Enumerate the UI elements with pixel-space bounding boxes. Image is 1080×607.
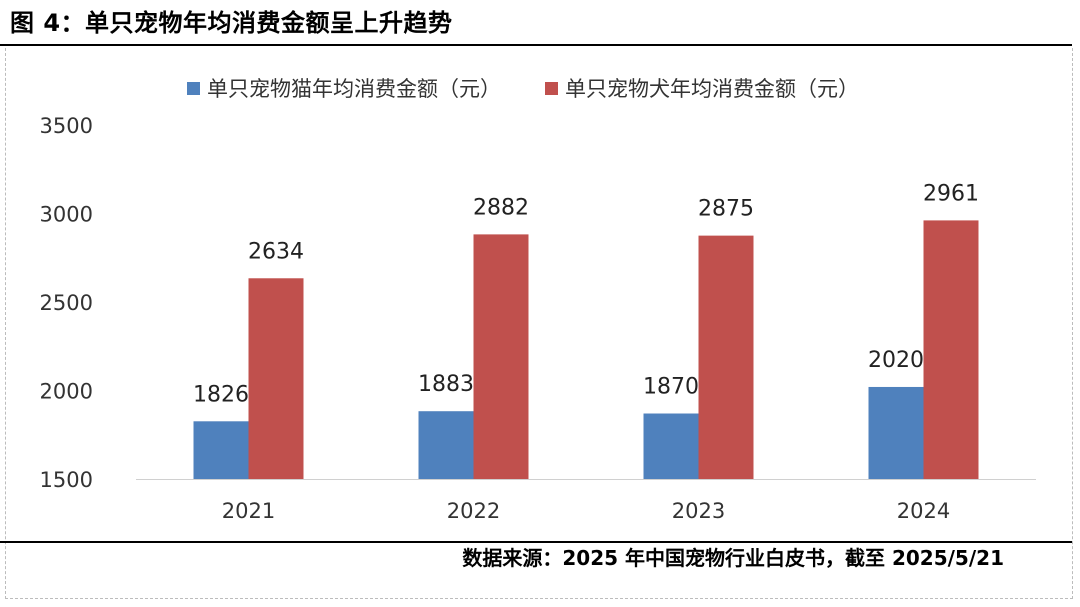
dog-bar-2021 <box>248 278 304 479</box>
data-label: 2875 <box>698 197 754 222</box>
y-tick-label: 2000 <box>40 380 93 404</box>
y-tick-label: 2500 <box>40 291 93 315</box>
cat-bar-2022 <box>418 411 474 479</box>
x-tick-label: 2021 <box>222 499 275 523</box>
data-label: 2020 <box>868 348 924 373</box>
data-label: 2882 <box>473 195 529 220</box>
dog-bar-2022 <box>473 234 529 479</box>
data-label: 1826 <box>193 382 249 407</box>
y-tick-label: 3500 <box>40 114 93 138</box>
title-rule <box>0 44 1072 46</box>
y-tick-label: 3000 <box>40 203 93 227</box>
legend-swatch <box>545 82 558 95</box>
chart-legend: 单只宠物猫年均消费金额（元） 单只宠物犬年均消费金额（元） <box>187 77 859 101</box>
cat-bar-2023 <box>643 413 699 479</box>
cat-bar-2021 <box>193 421 249 479</box>
x-tick-label: 2024 <box>897 499 950 523</box>
legend-label: 单只宠物犬年均消费金额（元） <box>565 77 859 101</box>
figure-title-bar: 图 4：单只宠物年均消费金额呈上升趋势 <box>0 0 1080 48</box>
data-label: 2961 <box>923 181 979 206</box>
figure-frame <box>5 48 1073 599</box>
plot-area: 1826 1883 1870 2020 2634 2882 2875 2961 <box>193 181 979 479</box>
cat-bar-2024 <box>868 386 924 479</box>
x-tick-label: 2022 <box>447 499 500 523</box>
x-axis: 2021 2022 2023 2024 <box>136 479 1036 523</box>
y-axis: 1500 2000 2500 3000 3500 <box>40 114 93 492</box>
dog-bar-2023 <box>698 235 754 479</box>
legend-swatch <box>187 82 200 95</box>
data-label: 1883 <box>418 372 474 397</box>
data-label: 2634 <box>248 239 304 264</box>
y-tick-label: 1500 <box>40 468 93 492</box>
dog-bar-2024 <box>923 220 979 479</box>
data-label: 1870 <box>643 375 699 400</box>
source-rule <box>0 541 1072 543</box>
source-note: 数据来源：2025 年中国宠物行业白皮书，截至 2025/5/21 <box>462 546 1004 570</box>
figure-title: 图 4：单只宠物年均消费金额呈上升趋势 <box>10 9 453 37</box>
x-tick-label: 2023 <box>672 499 725 523</box>
legend-label: 单只宠物猫年均消费金额（元） <box>207 77 501 101</box>
